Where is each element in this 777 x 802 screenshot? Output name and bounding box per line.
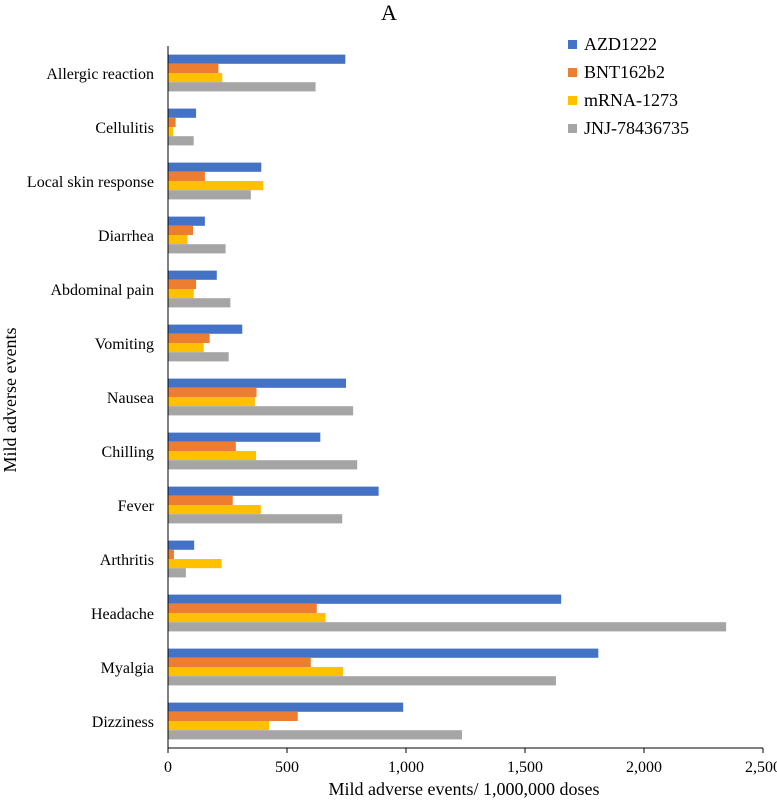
bar-headache-azd1222	[168, 594, 562, 604]
bar-arthritis-azd1222	[168, 540, 195, 550]
legend-swatch-bnt162b2	[568, 68, 577, 77]
category-label: Diarrhea	[98, 228, 154, 245]
category-label: Myalgia	[101, 660, 154, 677]
legend: AZD1222 BNT162b2 mRNA-1273 JNJ-78436735	[568, 34, 689, 138]
x-tick-label: 2,500	[745, 759, 777, 776]
bar-abdominal-pain-jnj-78436735	[168, 298, 231, 308]
x-tick-label: 1,500	[507, 759, 543, 776]
x-axis-label: Mild adverse events/ 1,000,000 doses	[329, 779, 600, 799]
bar-allergic-reaction-jnj-78436735	[168, 82, 316, 92]
bar-nausea-azd1222	[168, 378, 347, 388]
bar-abdominal-pain-mrna-1273	[168, 289, 194, 299]
legend-label: mRNA-1273	[584, 90, 678, 110]
bar-dizziness-mrna-1273	[168, 721, 270, 731]
bar-myalgia-bnt162b2	[168, 657, 311, 667]
bar-local-skin-response-mrna-1273	[168, 181, 264, 191]
bar-fever-azd1222	[168, 486, 379, 496]
x-tick-label: 0	[164, 759, 172, 776]
bar-chilling-mrna-1273	[168, 451, 257, 461]
bar-allergic-reaction-azd1222	[168, 54, 346, 64]
legend-label: JNJ-78436735	[584, 118, 689, 138]
bar-diarrhea-azd1222	[168, 216, 205, 226]
legend-label: AZD1222	[584, 34, 657, 54]
bar-allergic-reaction-bnt162b2	[168, 63, 219, 73]
bar-arthritis-mrna-1273	[168, 559, 222, 569]
legend-swatch-azd1222	[568, 40, 577, 49]
bar-local-skin-response-jnj-78436735	[168, 190, 251, 200]
bar-abdominal-pain-bnt162b2	[168, 279, 197, 289]
bar-myalgia-azd1222	[168, 648, 599, 658]
category-labels: Allergic reaction Cellulitis Local skin re…	[27, 66, 155, 731]
bar-arthritis-bnt162b2	[168, 549, 174, 559]
bar-diarrhea-bnt162b2	[168, 225, 193, 235]
category-label: Vomiting	[95, 336, 154, 353]
x-tick-label: 500	[275, 759, 299, 776]
bar-vomiting-azd1222	[168, 324, 243, 334]
bar-abdominal-pain-azd1222	[168, 270, 217, 280]
category-label: Nausea	[107, 390, 154, 407]
category-label: Local skin response	[27, 174, 154, 191]
chart-title: A	[381, 0, 397, 25]
category-label: Arthritis	[100, 552, 154, 569]
y-axis-label: Mild adverse events	[0, 328, 20, 473]
bar-cellulitis-mrna-1273	[168, 127, 174, 137]
bar-vomiting-bnt162b2	[168, 333, 210, 343]
bar-headache-jnj-78436735	[168, 622, 727, 632]
bars-group	[168, 54, 727, 740]
bar-headache-mrna-1273	[168, 613, 326, 623]
bar-myalgia-jnj-78436735	[168, 676, 556, 686]
legend-swatch-mrna-1273	[568, 96, 577, 105]
x-tick-label: 2,000	[626, 759, 662, 776]
bar-cellulitis-jnj-78436735	[168, 136, 194, 146]
bar-fever-bnt162b2	[168, 495, 233, 505]
legend-label: BNT162b2	[584, 62, 665, 82]
bar-diarrhea-mrna-1273	[168, 235, 188, 245]
bar-dizziness-azd1222	[168, 702, 404, 712]
category-label: Abdominal pain	[50, 282, 154, 299]
bar-cellulitis-bnt162b2	[168, 117, 176, 127]
bar-cellulitis-azd1222	[168, 108, 197, 118]
bar-nausea-jnj-78436735	[168, 406, 354, 416]
category-label: Allergic reaction	[46, 66, 154, 83]
x-tick-label: 1,000	[388, 759, 424, 776]
bar-headache-bnt162b2	[168, 603, 317, 613]
bar-arthritis-jnj-78436735	[168, 568, 186, 578]
bar-nausea-bnt162b2	[168, 387, 257, 397]
bar-fever-jnj-78436735	[168, 514, 343, 524]
category-label: Chilling	[102, 444, 154, 461]
x-ticks: 0 500 1,000 1,500 2,000 2,500	[164, 748, 777, 776]
bar-myalgia-mrna-1273	[168, 667, 343, 677]
category-label: Cellulitis	[95, 120, 154, 137]
bar-chilling-azd1222	[168, 432, 321, 442]
bar-allergic-reaction-mrna-1273	[168, 73, 223, 83]
category-label: Fever	[118, 498, 155, 515]
bar-diarrhea-jnj-78436735	[168, 244, 226, 254]
bar-local-skin-response-bnt162b2	[168, 171, 205, 181]
bar-local-skin-response-azd1222	[168, 162, 262, 172]
legend-swatch-jnj-78436735	[568, 124, 577, 133]
bar-chilling-bnt162b2	[168, 441, 236, 451]
category-label: Dizziness	[92, 714, 154, 731]
category-label: Headache	[91, 606, 154, 623]
bar-dizziness-jnj-78436735	[168, 730, 462, 740]
bar-dizziness-bnt162b2	[168, 711, 298, 721]
bar-fever-mrna-1273	[168, 505, 261, 515]
bar-nausea-mrna-1273	[168, 397, 255, 407]
bar-vomiting-jnj-78436735	[168, 352, 229, 362]
bar-vomiting-mrna-1273	[168, 343, 204, 353]
bar-chilling-jnj-78436735	[168, 460, 358, 470]
